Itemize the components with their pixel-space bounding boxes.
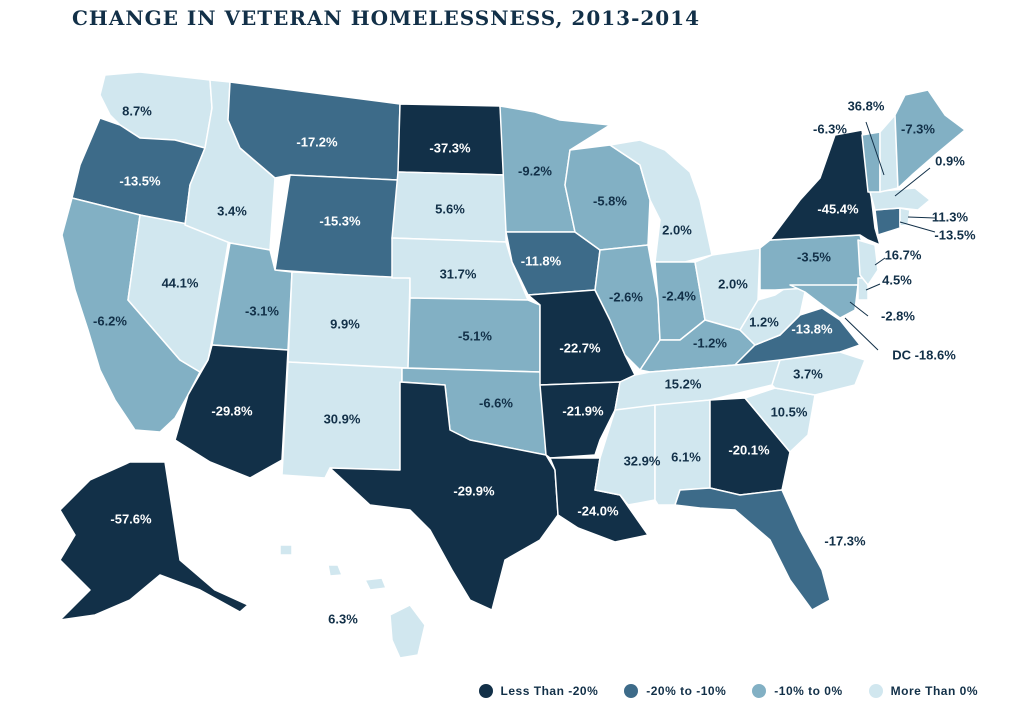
state-label-tx: -29.9% (453, 483, 495, 498)
legend-label: -10% to 0% (774, 684, 843, 698)
state-me (894, 89, 966, 189)
state-label-tn: 15.2% (665, 376, 702, 391)
state-label-mn: -9.2% (518, 163, 552, 178)
state-hi-maui (364, 577, 387, 591)
state-label-ms: 32.9% (624, 453, 661, 468)
state-tx (329, 381, 559, 611)
state-label-oh: 2.0% (718, 276, 748, 291)
state-label-va: -13.8% (791, 321, 833, 336)
state-label-la: -24.0% (577, 503, 619, 518)
state-label-ok: -6.6% (479, 395, 513, 410)
state-label-mi: 2.0% (662, 222, 692, 237)
state-label-ks: -5.1% (458, 328, 492, 343)
state-hi-kauai (279, 544, 293, 556)
state-label-nj: 16.7% (885, 247, 922, 262)
state-sc (744, 387, 816, 453)
state-label-al: 6.1% (671, 449, 701, 464)
legend-item: More Than 0% (868, 684, 978, 698)
state-label-dc: DC -18.6% (892, 347, 956, 362)
state-ma (869, 187, 931, 211)
state-label-ut: -3.1% (245, 303, 279, 318)
state-label-fl: -17.3% (824, 533, 866, 548)
state-label-vt: -6.3% (813, 121, 847, 136)
state-label-sd: 5.6% (435, 201, 465, 216)
state-label-il: -2.6% (609, 289, 643, 304)
legend-swatch (478, 684, 493, 698)
state-nj (857, 239, 879, 286)
state-label-nm: 30.9% (324, 411, 361, 426)
state-label-ct: -13.5% (934, 227, 976, 242)
state-label-or: -13.5% (119, 173, 161, 188)
state-label-wa: 8.7% (122, 103, 152, 118)
legend-label: -20% to -10% (646, 684, 727, 698)
state-label-nh: 36.8% (848, 98, 885, 113)
state-label-ky: -1.2% (693, 335, 727, 350)
state-label-ar: -21.9% (562, 403, 604, 418)
state-label-wy: -15.3% (319, 213, 361, 228)
legend-swatch (868, 684, 883, 698)
state-label-hi: 6.3% (328, 611, 358, 626)
legend-item: -10% to 0% (752, 684, 842, 698)
state-label-sc: 10.5% (771, 404, 808, 419)
legend-label: More Than 0% (890, 684, 978, 698)
state-label-in: -2.4% (662, 288, 696, 303)
state-hi-island (389, 604, 426, 659)
state-label-de: 4.5% (882, 272, 912, 287)
legend-item: Less Than -20% (478, 684, 599, 698)
state-label-ri: 11.3% (932, 209, 969, 224)
state-label-nc: 3.7% (793, 366, 823, 381)
state-label-co: 9.9% (330, 316, 360, 331)
state-ct (874, 207, 901, 236)
legend-label: Less Than -20% (500, 684, 599, 698)
state-label-pa: -3.5% (797, 249, 831, 264)
state-label-ca: -6.2% (93, 313, 127, 328)
state-label-ne: 31.7% (440, 266, 477, 281)
map-title: CHANGE IN VETERAN HOMELESSNESS, 2013-201… (72, 6, 701, 30)
state-label-ia: -11.8% (521, 253, 562, 268)
state-label-mt: -17.2% (296, 134, 338, 149)
state-label-az: -29.8% (211, 403, 253, 418)
state-label-ga: -20.1% (728, 442, 770, 457)
legend-swatch (624, 684, 639, 698)
state-label-wv: 1.2% (749, 314, 779, 329)
legend: Less Than -20% -20% to -10% -10% to 0% M… (478, 684, 978, 698)
state-label-me: -7.3% (901, 121, 935, 136)
legend-item: -20% to -10% (624, 684, 726, 698)
state-label-mo: -22.7% (559, 340, 601, 355)
state-hi (327, 564, 343, 577)
state-label-nd: -37.3% (429, 140, 471, 155)
state-label-nv: 44.1% (162, 275, 199, 290)
legend-swatch (752, 684, 767, 698)
state-mi (609, 139, 713, 263)
state-label-wi: -5.8% (593, 193, 627, 208)
state-label-md: -2.8% (881, 308, 915, 323)
state-label-id: 3.4% (217, 203, 247, 218)
state-fl (674, 487, 831, 611)
state-ak (59, 461, 249, 621)
state-label-ak: -57.6% (110, 511, 152, 526)
state-label-ma: 0.9% (935, 153, 965, 168)
state-label-ny: -45.4% (817, 201, 859, 216)
